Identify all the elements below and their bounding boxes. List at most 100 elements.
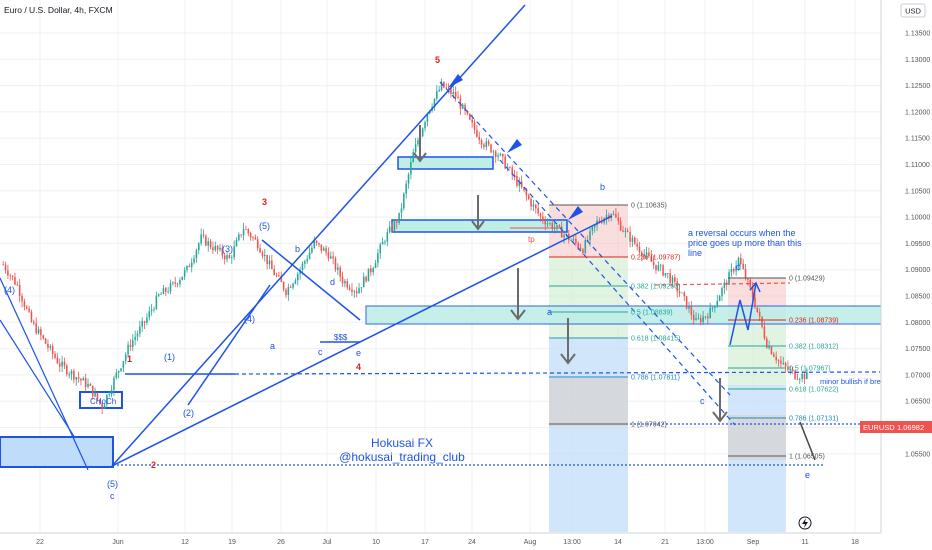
candle-body	[84, 378, 87, 387]
candle-body	[572, 239, 575, 241]
candle-body	[690, 306, 693, 315]
candle-body	[749, 279, 752, 288]
candle-body	[806, 371, 808, 380]
candle-body	[424, 122, 426, 129]
fib-left-label: 0.382 (1.09263)	[631, 284, 680, 291]
candle-body	[329, 256, 332, 259]
time-axis[interactable]: 22 Jun 12 19 26 Jul 10 17 24 Aug 13:00 14 21 13:00 Sep…	[36, 539, 859, 546]
candle-body	[155, 295, 158, 310]
candle-body	[591, 227, 594, 231]
candle-body	[254, 237, 257, 240]
candle-body	[207, 241, 209, 246]
candle-body	[473, 122, 476, 130]
candle-body	[421, 128, 424, 137]
candle-body	[242, 229, 245, 236]
candle-body	[803, 373, 806, 380]
left-channel-line-b	[0, 319, 76, 439]
fib-right-label: 0.786 (1.07131)	[789, 416, 838, 423]
candle-body	[586, 239, 589, 241]
fib-right-label: 0 (1.09429)	[789, 276, 825, 283]
x-tick-label: 13:00	[696, 539, 714, 546]
x-tick-label: 11	[801, 539, 808, 546]
x-tick-label: 13:00	[563, 539, 581, 546]
candle-body	[709, 307, 711, 319]
y-tick-label: 1.11000	[905, 162, 930, 169]
candle-body	[337, 267, 339, 270]
candle-body	[160, 293, 162, 295]
wave-label-minor-1: (1)	[164, 352, 175, 362]
wave-label-4: 4	[356, 362, 361, 372]
d-wave-arrow-path	[729, 282, 757, 346]
candle-body	[219, 247, 221, 250]
candle-body	[233, 246, 235, 258]
candle-body	[504, 156, 506, 169]
candle-body	[730, 268, 733, 273]
x-tick-label: Sep	[747, 539, 760, 546]
candle-body	[25, 306, 28, 309]
candle-body	[384, 241, 386, 243]
candle-body	[461, 104, 464, 109]
zone-box-upper	[397, 156, 494, 170]
fib-lines: 0 (1.10635) 0.236 (1.09787) 0.382 (1.09263…	[549, 203, 838, 461]
candle-body	[367, 268, 370, 282]
candle-body	[193, 258, 195, 263]
x-tick-label: Aug	[524, 539, 537, 546]
candle-body	[454, 91, 457, 98]
candle-body	[704, 316, 707, 318]
candle-body	[77, 377, 80, 379]
candle-body	[360, 287, 363, 289]
candle-body	[393, 221, 396, 231]
candle-body	[575, 239, 577, 243]
candle-body	[129, 344, 132, 347]
lightning-icon[interactable]	[798, 516, 812, 530]
wave-label-bottom-5: (5)	[107, 479, 118, 489]
price-axis[interactable]: 1.13500 1.13000 1.12500 1.12000 1.11500 1.110…	[905, 31, 930, 459]
x-tick-label: 21	[661, 539, 669, 546]
x-tick-label: Jul	[323, 539, 332, 546]
candle-body	[445, 87, 448, 89]
candle-body	[537, 208, 539, 214]
candle-body	[560, 226, 563, 238]
candle-body	[478, 136, 481, 140]
wave-letter-d: d	[330, 277, 335, 287]
candle-body	[652, 261, 655, 265]
x-tick-label: 10	[372, 539, 380, 546]
candle-body	[61, 361, 63, 367]
wave-label-2: 2	[151, 460, 156, 470]
candle-body	[492, 151, 495, 153]
candle-body	[240, 234, 242, 236]
candle-body	[223, 255, 226, 260]
candle-body	[358, 288, 360, 294]
fib-right-label: 0.618 (1.07622)	[789, 387, 838, 394]
candle-body	[188, 265, 191, 268]
y-tick-label: 1.11500	[905, 136, 930, 143]
candle-body	[94, 392, 96, 397]
candle-body	[355, 291, 358, 294]
x-tick-label: 17	[421, 539, 429, 546]
price-axis-bg	[881, 0, 932, 550]
candle-body	[398, 212, 400, 223]
candle-body	[82, 378, 85, 381]
candle-body	[542, 216, 544, 221]
candle-body	[754, 297, 756, 308]
candle-body	[558, 225, 561, 227]
candle-body	[582, 249, 584, 254]
marker-arrow-icon	[448, 74, 463, 88]
watermark-line-2: @hokusai_trading_club	[339, 450, 465, 464]
currency-button[interactable]: USD	[900, 3, 926, 18]
candle-body	[117, 370, 120, 373]
candle-body	[535, 204, 537, 209]
candle-body	[296, 274, 299, 281]
candle-body	[737, 257, 740, 266]
candle-body	[662, 265, 664, 276]
candle-body	[87, 383, 89, 387]
candle-body	[334, 258, 337, 270]
candle-body	[143, 321, 146, 323]
fib-left-label: 0.618 (1.08415)	[631, 336, 680, 343]
candle-body	[344, 281, 346, 284]
candle-body	[509, 167, 511, 169]
candle-body	[520, 181, 523, 188]
candle-body	[664, 273, 667, 276]
candle-body	[612, 213, 615, 215]
